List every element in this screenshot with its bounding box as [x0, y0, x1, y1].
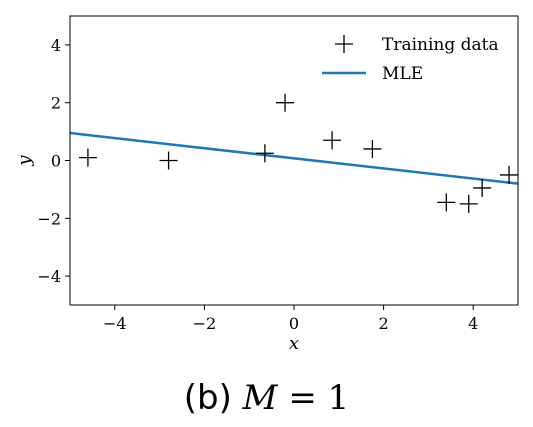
legend-marker-training-data	[335, 35, 353, 53]
series-layer	[70, 93, 518, 213]
plot-frame	[69, 15, 519, 306]
y-axis-label: y	[14, 155, 35, 167]
y-tick-label: 2	[51, 94, 61, 113]
legend: Training data MLE	[322, 35, 499, 84]
x-axis-ticks: −4 −2 0 2 4	[103, 305, 478, 333]
data-point	[437, 193, 456, 212]
data-point	[500, 165, 518, 184]
caption-math: M = 1	[243, 378, 350, 418]
y-tick-label: 0	[51, 152, 61, 171]
y-tick-label: −4	[37, 267, 61, 286]
caption-relation: = 1	[288, 378, 350, 418]
x-tick-label: 4	[468, 314, 478, 333]
data-point	[459, 194, 478, 213]
y-axis-ticks: −4 −2 0 2 4	[37, 36, 70, 286]
data-point	[276, 93, 295, 112]
mle-line	[70, 131, 518, 185]
figure-caption: (b) M = 1	[0, 378, 533, 418]
data-point	[159, 151, 178, 170]
x-tick-label: 0	[289, 314, 299, 333]
data-point	[78, 148, 97, 167]
chart: −4 −2 0 2 4 −4 −2 0 2 4 x y Training data MLE	[14, 15, 519, 354]
y-tick-label: −2	[37, 209, 61, 228]
x-tick-label: −2	[193, 314, 217, 333]
x-tick-label: 2	[379, 314, 389, 333]
y-tick-label: 4	[51, 36, 61, 55]
data-point	[255, 144, 274, 163]
x-axis-label: x	[289, 333, 299, 354]
caption-variable: M	[242, 378, 278, 418]
x-tick-label: −4	[103, 314, 127, 333]
data-point	[323, 131, 342, 150]
caption-prefix: (b)	[183, 378, 232, 418]
data-point	[473, 178, 492, 197]
legend-label-mle: MLE	[382, 64, 423, 84]
legend-label-training-data: Training data	[382, 35, 499, 55]
data-point	[363, 139, 382, 158]
